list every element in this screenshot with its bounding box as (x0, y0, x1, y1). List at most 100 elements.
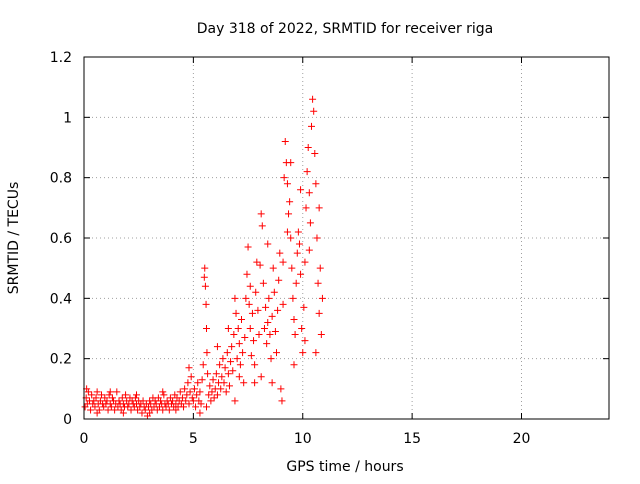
data-point (225, 382, 233, 390)
data-point (305, 246, 313, 254)
data-point (277, 385, 285, 393)
data-point (207, 397, 215, 405)
data-point (217, 385, 225, 393)
data-point (280, 174, 288, 182)
data-point (251, 361, 259, 369)
data-point (262, 303, 270, 311)
data-point (165, 406, 173, 414)
data-point (316, 264, 324, 272)
data-point (270, 288, 278, 296)
data-point (93, 409, 101, 417)
data-point (185, 364, 193, 372)
data-point (256, 261, 264, 269)
data-point (243, 270, 251, 278)
x-tick-label: 15 (403, 431, 421, 447)
data-point (98, 391, 105, 399)
chart-title: Day 318 of 2022, SRMTID for receiver rig… (197, 21, 494, 37)
data-point (209, 376, 217, 384)
x-tick-label: 10 (294, 431, 312, 447)
data-point (289, 294, 297, 302)
data-point (87, 406, 95, 414)
data-point (311, 150, 319, 158)
data-point (88, 391, 96, 399)
data-point (203, 403, 210, 411)
x-tick-label: 20 (513, 431, 531, 447)
data-point (212, 370, 220, 378)
data-point (103, 397, 111, 405)
data-point (196, 409, 204, 417)
data-point (251, 379, 259, 387)
data-point (302, 204, 310, 212)
y-tick-label: 1.2 (50, 50, 72, 66)
data-point (231, 294, 239, 302)
data-point (294, 228, 302, 236)
data-point (297, 270, 305, 278)
data-point (133, 391, 140, 399)
data-point (206, 382, 214, 390)
data-point (111, 406, 119, 414)
data-point (304, 144, 312, 151)
data-point (228, 343, 236, 351)
data-point (84, 388, 92, 396)
data-point (230, 331, 238, 339)
data-point (298, 325, 306, 332)
data-point (241, 334, 249, 342)
data-point (91, 403, 99, 411)
data-point (181, 385, 189, 393)
data-point (287, 234, 295, 242)
data-point (232, 309, 240, 317)
data-point (218, 373, 226, 381)
data-point (283, 180, 291, 188)
data-point (216, 361, 224, 369)
data-point (141, 406, 149, 414)
data-point (279, 300, 287, 308)
data-point (247, 352, 255, 360)
data-point (297, 186, 305, 194)
data-point (131, 394, 139, 402)
data-point (213, 343, 221, 351)
data-point (199, 361, 207, 369)
data-point (200, 273, 208, 281)
data-point (197, 400, 205, 408)
data-point (299, 349, 307, 357)
data-point (222, 388, 230, 396)
data-point (317, 331, 325, 339)
data-point (255, 331, 263, 339)
data-point (115, 397, 123, 405)
data-point (267, 355, 275, 363)
data-point (314, 279, 322, 287)
data-point (260, 325, 268, 332)
data-point (276, 249, 284, 257)
data-point (210, 394, 218, 402)
data-point (194, 379, 202, 387)
data-point (263, 340, 271, 348)
data-point (159, 388, 167, 396)
data-point (229, 367, 237, 375)
data-point (220, 379, 228, 387)
y-tick-label: 0.2 (50, 352, 72, 368)
data-point (203, 325, 210, 332)
data-point (169, 397, 177, 405)
data-point (93, 388, 101, 396)
data-point (259, 279, 267, 287)
data-point (312, 349, 320, 357)
data-point (244, 243, 252, 251)
data-point (238, 315, 245, 323)
data-point (250, 337, 258, 345)
data-point (257, 373, 265, 381)
data-point (235, 340, 243, 348)
data-point (138, 409, 146, 417)
data-point (292, 279, 300, 287)
data-point (275, 276, 283, 284)
data-point (288, 264, 296, 272)
data-point (178, 394, 186, 402)
y-axis-label: SRMTID / TECUs (6, 182, 22, 295)
data-point (264, 240, 272, 248)
data-point (224, 370, 232, 378)
data-point (239, 349, 247, 357)
data-points (81, 95, 326, 420)
data-point (246, 325, 254, 332)
data-point (219, 355, 227, 363)
data-point (108, 394, 116, 402)
data-point (287, 159, 295, 167)
